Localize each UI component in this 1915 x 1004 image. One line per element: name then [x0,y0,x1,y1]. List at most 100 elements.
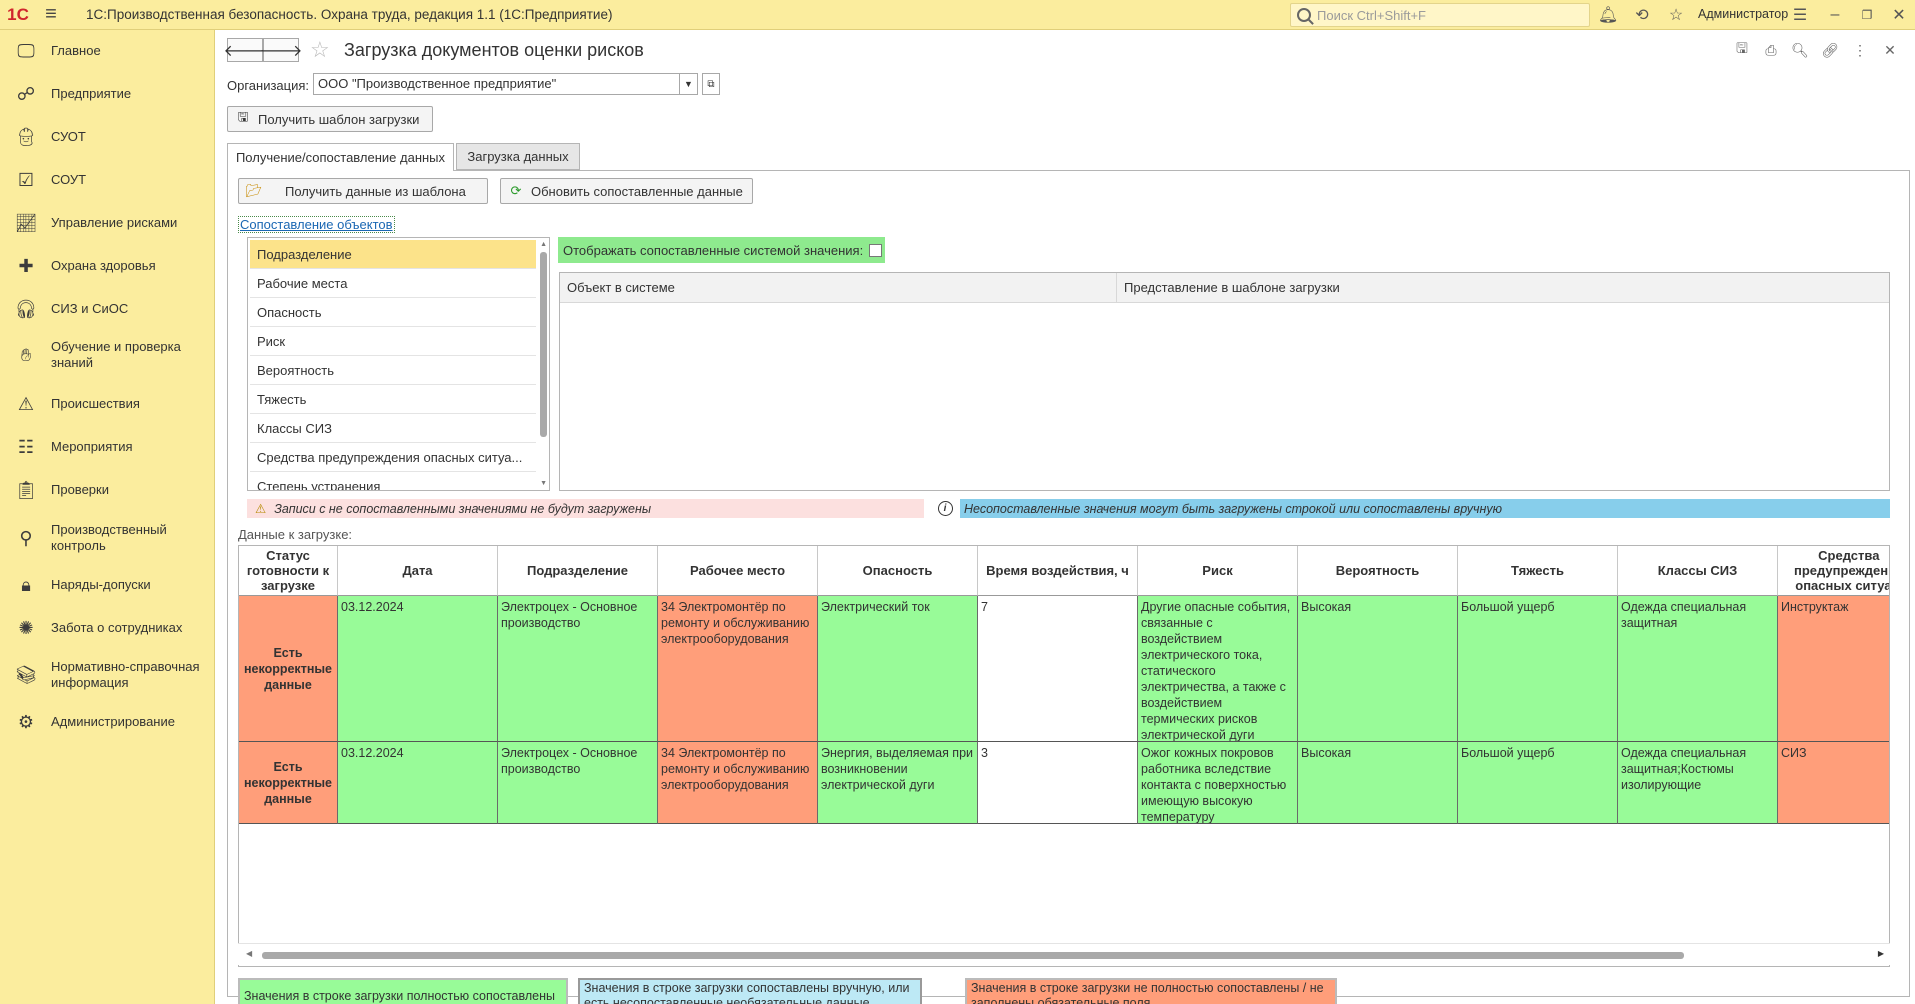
sidebar-item-production-control[interactable]: ⚲ Производственный контроль [0,518,215,558]
scroll-right-icon[interactable]: ▶ [1877,949,1884,958]
table-cell[interactable]: Электроцех - Основное производство [498,742,658,824]
get-data-button[interactable]: 📂︎ Получить данные из шаблона [238,178,488,204]
scrollbar-thumb[interactable] [262,952,1684,959]
table-cell[interactable]: Высокая [1298,742,1458,824]
list-item[interactable]: Степень устранения [250,472,536,491]
scroll-up-icon[interactable]: ▲ [540,241,547,248]
scroll-down-icon[interactable]: ▼ [540,480,547,487]
list-item[interactable]: Риск [250,327,536,356]
menu-icon[interactable]: ≡ [45,3,57,25]
settings-menu-icon[interactable]: ☰ [1792,7,1808,24]
back-button[interactable]: 🡐 [224,38,266,62]
sidebar-item-risk[interactable]: 📈︎ Управление рисками [0,204,215,242]
sidebar-item-suot[interactable]: 👷︎ СУОТ [0,118,215,156]
mapping-link[interactable]: Сопоставление объектов [238,216,395,233]
table-cell[interactable]: 34 Электромонтёр по ремонту и обслуживан… [658,596,818,742]
sidebar-item-inspections[interactable]: 📋︎ Проверки [0,471,215,509]
sidebar-item-reference[interactable]: 📚︎ Нормативно-справочная информация [0,655,215,695]
save-icon[interactable]: 🖫 [1736,40,1748,56]
table-cell[interactable]: Одежда специальная защитная [1618,596,1778,742]
table-cell[interactable]: Ожог кожных покровов работника вследстви… [1138,742,1298,824]
list-item[interactable]: Тяжесть [250,385,536,414]
user-name[interactable]: Администратор [1698,7,1789,21]
col-date[interactable]: Дата [338,546,498,596]
table-cell[interactable]: СИЗ [1778,742,1889,824]
list-item[interactable]: Классы СИЗ [250,414,536,443]
sidebar-item-activities[interactable]: ☷ Мероприятия [0,428,215,466]
forward-button[interactable]: 🡒 [260,38,302,62]
table-cell[interactable]: Энергия, выделяемая при возникновении эл… [818,742,978,824]
table-cell[interactable]: 3 [978,742,1138,824]
open-icon[interactable]: ⧉ [702,73,720,95]
table-row-status[interactable]: Есть некорректные данные [239,596,338,742]
refresh-button[interactable]: ⟳ Обновить сопоставленные данные [500,178,753,204]
favorite-star-icon[interactable]: ☆ [310,37,330,62]
table-cell[interactable]: 03.12.2024 [338,742,498,824]
bell-icon[interactable]: 🔔︎ [1597,7,1619,24]
col-probability[interactable]: Вероятность [1298,546,1458,596]
sidebar-item-sout[interactable]: ☑ СОУТ [0,161,215,199]
table-cell[interactable]: Большой ущерб [1458,742,1618,824]
table-cell[interactable]: Электрический ток [818,596,978,742]
list-item[interactable]: Рабочие места [250,269,536,298]
sidebar-item-permits[interactable]: 🔒︎ Наряды-допуски [0,566,215,604]
history-icon[interactable]: ⟲ [1635,7,1649,24]
get-template-button[interactable]: 🖫 Получить шаблон загрузки [227,106,433,132]
legend-text: Значения в строке загрузки полностью соп… [244,988,555,1003]
list-item[interactable]: Опасность [250,298,536,327]
restore-icon[interactable]: ❐ [1861,8,1873,22]
mapping-col-representation[interactable]: Представление в шаблоне загрузки [1117,273,1889,303]
vertical-scrollbar[interactable] [540,252,547,437]
table-cell[interactable]: Другие опасные события, связанные с возд… [1138,596,1298,742]
show-mapped-checkbox[interactable] [869,243,883,257]
list-item[interactable]: Подразделение [250,240,536,269]
col-risk[interactable]: Риск [1138,546,1298,596]
col-prevention[interactable]: Средства предупреждения опасных ситуа... [1778,546,1889,596]
sidebar-item-main[interactable]: 🖵︎ Главное [0,32,215,70]
col-ppe[interactable]: Классы СИЗ [1618,546,1778,596]
sidebar-item-enterprise[interactable]: ☍ Предприятие [0,75,215,113]
sidebar-item-care[interactable]: ✺ Забота о сотрудниках [0,609,215,647]
horizontal-scrollbar[interactable]: ◀ ▶ [238,943,1890,965]
table-cell[interactable]: Инструктаж [1778,596,1889,742]
table-cell[interactable]: Высокая [1298,596,1458,742]
table-cell[interactable]: 03.12.2024 [338,596,498,742]
table-cell[interactable]: 34 Электромонтёр по ремонту и обслуживан… [658,742,818,824]
col-workplace[interactable]: Рабочее место [658,546,818,596]
list-item[interactable]: Средства предупреждения опасных ситуа... [250,443,536,472]
sidebar-item-admin[interactable]: ⚙ Администрирование [0,703,215,741]
search-input[interactable]: Поиск Ctrl+Shift+F [1290,3,1590,27]
list-item[interactable]: Вероятность [250,356,536,385]
col-time[interactable]: Время воздействия, ч [978,546,1138,596]
print-icon[interactable]: ⎙ [1765,41,1777,58]
sidebar-item-ppe[interactable]: 🎧︎ СИЗ и СиОС [0,290,215,328]
table-cell[interactable]: Большой ущерб [1458,596,1618,742]
col-severity[interactable]: Тяжесть [1458,546,1618,596]
org-field[interactable]: ООО "Производственное предприятие" [313,73,680,95]
close-window-icon[interactable]: ✕ [1892,7,1906,24]
col-division[interactable]: Подразделение [498,546,658,596]
sidebar-item-training[interactable]: ✋︎ Обучение и проверка знаний [0,335,215,375]
info-icon: i [934,499,956,518]
star-icon[interactable]: ☆ [1668,7,1684,24]
close-form-icon[interactable]: ✕ [1884,41,1896,58]
more-icon[interactable]: ⋮ [1853,41,1867,58]
sidebar-item-incidents[interactable]: ⚠︎ Происшествия [0,385,215,423]
chevron-down-icon[interactable]: ▼ [680,73,698,95]
col-status[interactable]: Статус готовности к загрузке [239,546,338,596]
table-row-status[interactable]: Есть некорректные данные [239,742,338,824]
table-cell[interactable]: Одежда специальная защитная;Костюмы изол… [1618,742,1778,824]
minimize-icon[interactable]: – [1830,6,1840,23]
table-cell[interactable]: 7 [978,596,1138,742]
link-icon[interactable]: 🔗︎ [1821,41,1839,58]
tab-load[interactable]: Загрузка данных [456,143,580,170]
scroll-left-icon[interactable]: ◀ [246,949,253,958]
tab-mapping[interactable]: Получение/сопоставление данных [227,143,454,171]
sidebar-item-health[interactable]: ✚ Охрана здоровья [0,247,215,285]
mapping-col-object[interactable]: Объект в системе [560,273,1117,303]
table-cell[interactable]: Электроцех - Основное производство [498,596,658,742]
preview-icon[interactable]: 🔍︎ [1791,41,1809,58]
col-hazard[interactable]: Опасность [818,546,978,596]
info-bar: Несопоставленные значения могут быть заг… [960,499,1890,518]
show-mapped-toggle[interactable]: Отображать сопоставленные системой значе… [558,237,885,263]
